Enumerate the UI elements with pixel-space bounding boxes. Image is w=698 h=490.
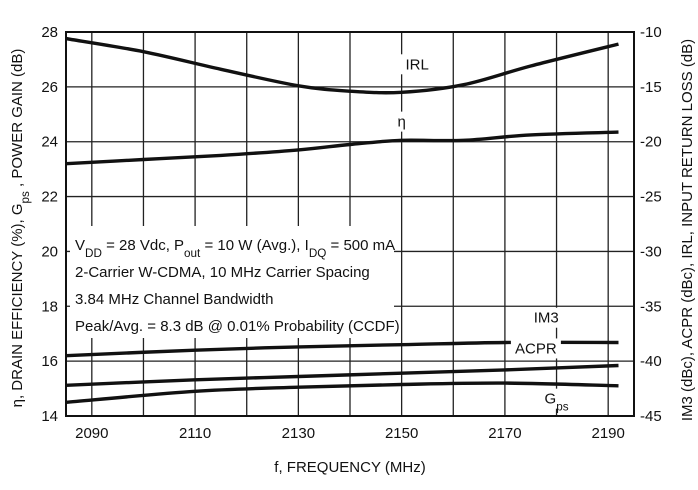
- y-left-tick-label: 24: [41, 134, 58, 151]
- plot-border: [65, 31, 635, 417]
- series-label-bg: [531, 388, 582, 409]
- series-label: IRL: [405, 56, 428, 73]
- x-tick-label: 2150: [385, 425, 418, 442]
- series-labels: IRL η IM3 ACPR Gps: [390, 54, 582, 414]
- x-tick-label: 2170: [488, 425, 521, 442]
- conditions-annotation: VDD = 28 Vdc, Pout = 10 W (Avg.), IDQ = …: [70, 226, 400, 338]
- y-right-tick-label: -20: [640, 134, 662, 151]
- series-label-bg: [510, 338, 561, 359]
- series-line-acpr: [66, 363, 619, 387]
- axis-titles: f, FREQUENCY (MHz) η, DRAIN EFFICIENCY (%…: [9, 39, 696, 476]
- series-label: η: [397, 114, 405, 131]
- y-left-tick-label: 20: [41, 243, 58, 260]
- x-tick-label: 2110: [179, 425, 211, 442]
- condition-line: VDD = 28 Vdc, Pout = 10 W (Avg.), IDQ = …: [75, 237, 395, 260]
- series-line-irl: [66, 36, 619, 95]
- ticks: 2090 2110 2130 2150 2170 2190 14 16 18 20 22 24 26 28…: [41, 24, 661, 442]
- series: [66, 36, 619, 404]
- y-right-tick-label: -30: [640, 243, 662, 260]
- series-line-g-ps: [66, 381, 619, 404]
- condition-line: Peak/Avg. = 8.3 dB @ 0.01% Probability (…: [75, 318, 400, 335]
- y-right-tick-label: -25: [640, 189, 662, 206]
- x-tick-label: 2090: [75, 425, 108, 442]
- y-left-tick-label: 22: [41, 189, 58, 206]
- y-right-tick-label: -40: [640, 353, 662, 370]
- series-label-bg: [525, 307, 567, 328]
- series-label-bg: [390, 111, 414, 132]
- y-left-tick-label: 26: [41, 79, 58, 96]
- series-line--: [66, 130, 619, 166]
- series-label-bg: [396, 54, 438, 75]
- y-right-axis-title: IM3 (dBc), ACPR (dBc), IRL, INPUT RETURN…: [679, 39, 696, 421]
- condition-line: 3.84 MHz Channel Bandwidth: [75, 291, 273, 308]
- y-right-tick-label: -35: [640, 298, 662, 315]
- x-tick-label: 2190: [591, 425, 624, 442]
- y-right-tick-label: -45: [640, 408, 662, 425]
- series-label: ACPR: [515, 340, 557, 357]
- series-label: Gps: [545, 391, 569, 414]
- y-left-tick-label: 18: [41, 298, 58, 315]
- y-right-tick-label: -10: [640, 24, 662, 41]
- x-axis-title: f, FREQUENCY (MHz): [274, 459, 425, 476]
- y-left-axis-title: η, DRAIN EFFICIENCY (%), Gps , POWER GAI…: [9, 49, 32, 408]
- condition-line: 2-Carrier W-CDMA, 10 MHz Carrier Spacing: [75, 264, 370, 281]
- x-tick-label: 2130: [282, 425, 315, 442]
- y-right-tick-label: -15: [640, 79, 662, 96]
- conditions-box: [70, 226, 394, 338]
- y-left-tick-label: 14: [41, 408, 58, 425]
- series-label: IM3: [534, 310, 559, 327]
- y-left-tick-label: 28: [41, 24, 58, 41]
- y-left-tick-label: 16: [41, 353, 58, 370]
- plot-frame: [65, 31, 635, 417]
